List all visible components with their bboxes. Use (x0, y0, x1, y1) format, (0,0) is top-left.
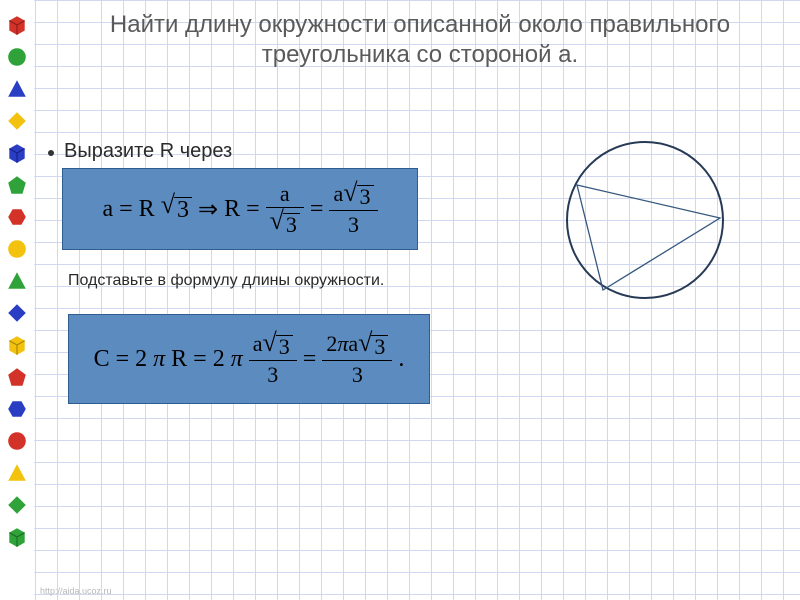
cube-yellow-icon (6, 334, 28, 356)
f1-eq2: = (310, 196, 324, 223)
f2-c-eq: C = 2 (94, 346, 148, 373)
f1-r-eq: R = (224, 196, 260, 223)
circle-yellow-icon (6, 238, 28, 260)
cube-red-icon (6, 14, 28, 36)
circle-green-icon (6, 46, 28, 68)
pi-icon: π (231, 346, 243, 373)
circle-triangle-diagram (555, 130, 735, 310)
fraction-icon: a √3 (266, 182, 304, 237)
f1-arrow: ⇒ (198, 195, 218, 224)
fraction-icon: a√3 3 (249, 332, 297, 387)
f2-eq2: = (303, 346, 317, 373)
fraction-icon: a√3 3 (329, 182, 377, 237)
fraction-icon: 2πa√3 3 (322, 332, 392, 387)
f2-dot: . (398, 346, 404, 373)
triangle-blue-icon (6, 78, 28, 100)
inscribed-triangle (577, 185, 720, 290)
formula-box-2: C = 2πR = 2π a√3 3 = 2πa√3 3 . (68, 314, 430, 404)
diamond-blue-icon (6, 302, 28, 324)
cube-blue-icon (6, 142, 28, 164)
formula-box-1: a = R √3 ⇒ R = a √3 = a√3 3 (62, 168, 418, 250)
bullet-icon (48, 150, 54, 156)
pi-icon: π (153, 346, 165, 373)
triangle-yellow-icon (6, 462, 28, 484)
sub-line: Подставьте в формулу длины окружности. (68, 272, 384, 290)
shapes-sidebar (0, 0, 34, 600)
sqrt-icon: √3 (161, 197, 192, 222)
diamond-green-icon (6, 494, 28, 516)
pentagon-red-icon (6, 366, 28, 388)
watermark: http://aida.ucoz.ru (40, 586, 112, 596)
circle-red-icon (6, 430, 28, 452)
hexagon-blue-icon (6, 398, 28, 420)
formula-1: a = R √3 ⇒ R = a √3 = a√3 3 (102, 182, 377, 237)
bullet-text: Выразите R через (64, 140, 232, 163)
pentagon-green-icon (6, 174, 28, 196)
triangle-green-icon (6, 270, 28, 292)
slide-title: Найти длину окружности описанной около п… (60, 10, 780, 70)
bullet-line: Выразите R через (48, 140, 232, 163)
hexagon-red-icon (6, 206, 28, 228)
circumscribed-circle (567, 142, 723, 298)
f1-lhs: a = R (102, 196, 154, 223)
f2-r-eq: R = 2 (171, 346, 225, 373)
formula-2: C = 2πR = 2π a√3 3 = 2πa√3 3 . (94, 332, 405, 387)
diamond-yellow-icon (6, 110, 28, 132)
cube-green-icon (6, 526, 28, 548)
